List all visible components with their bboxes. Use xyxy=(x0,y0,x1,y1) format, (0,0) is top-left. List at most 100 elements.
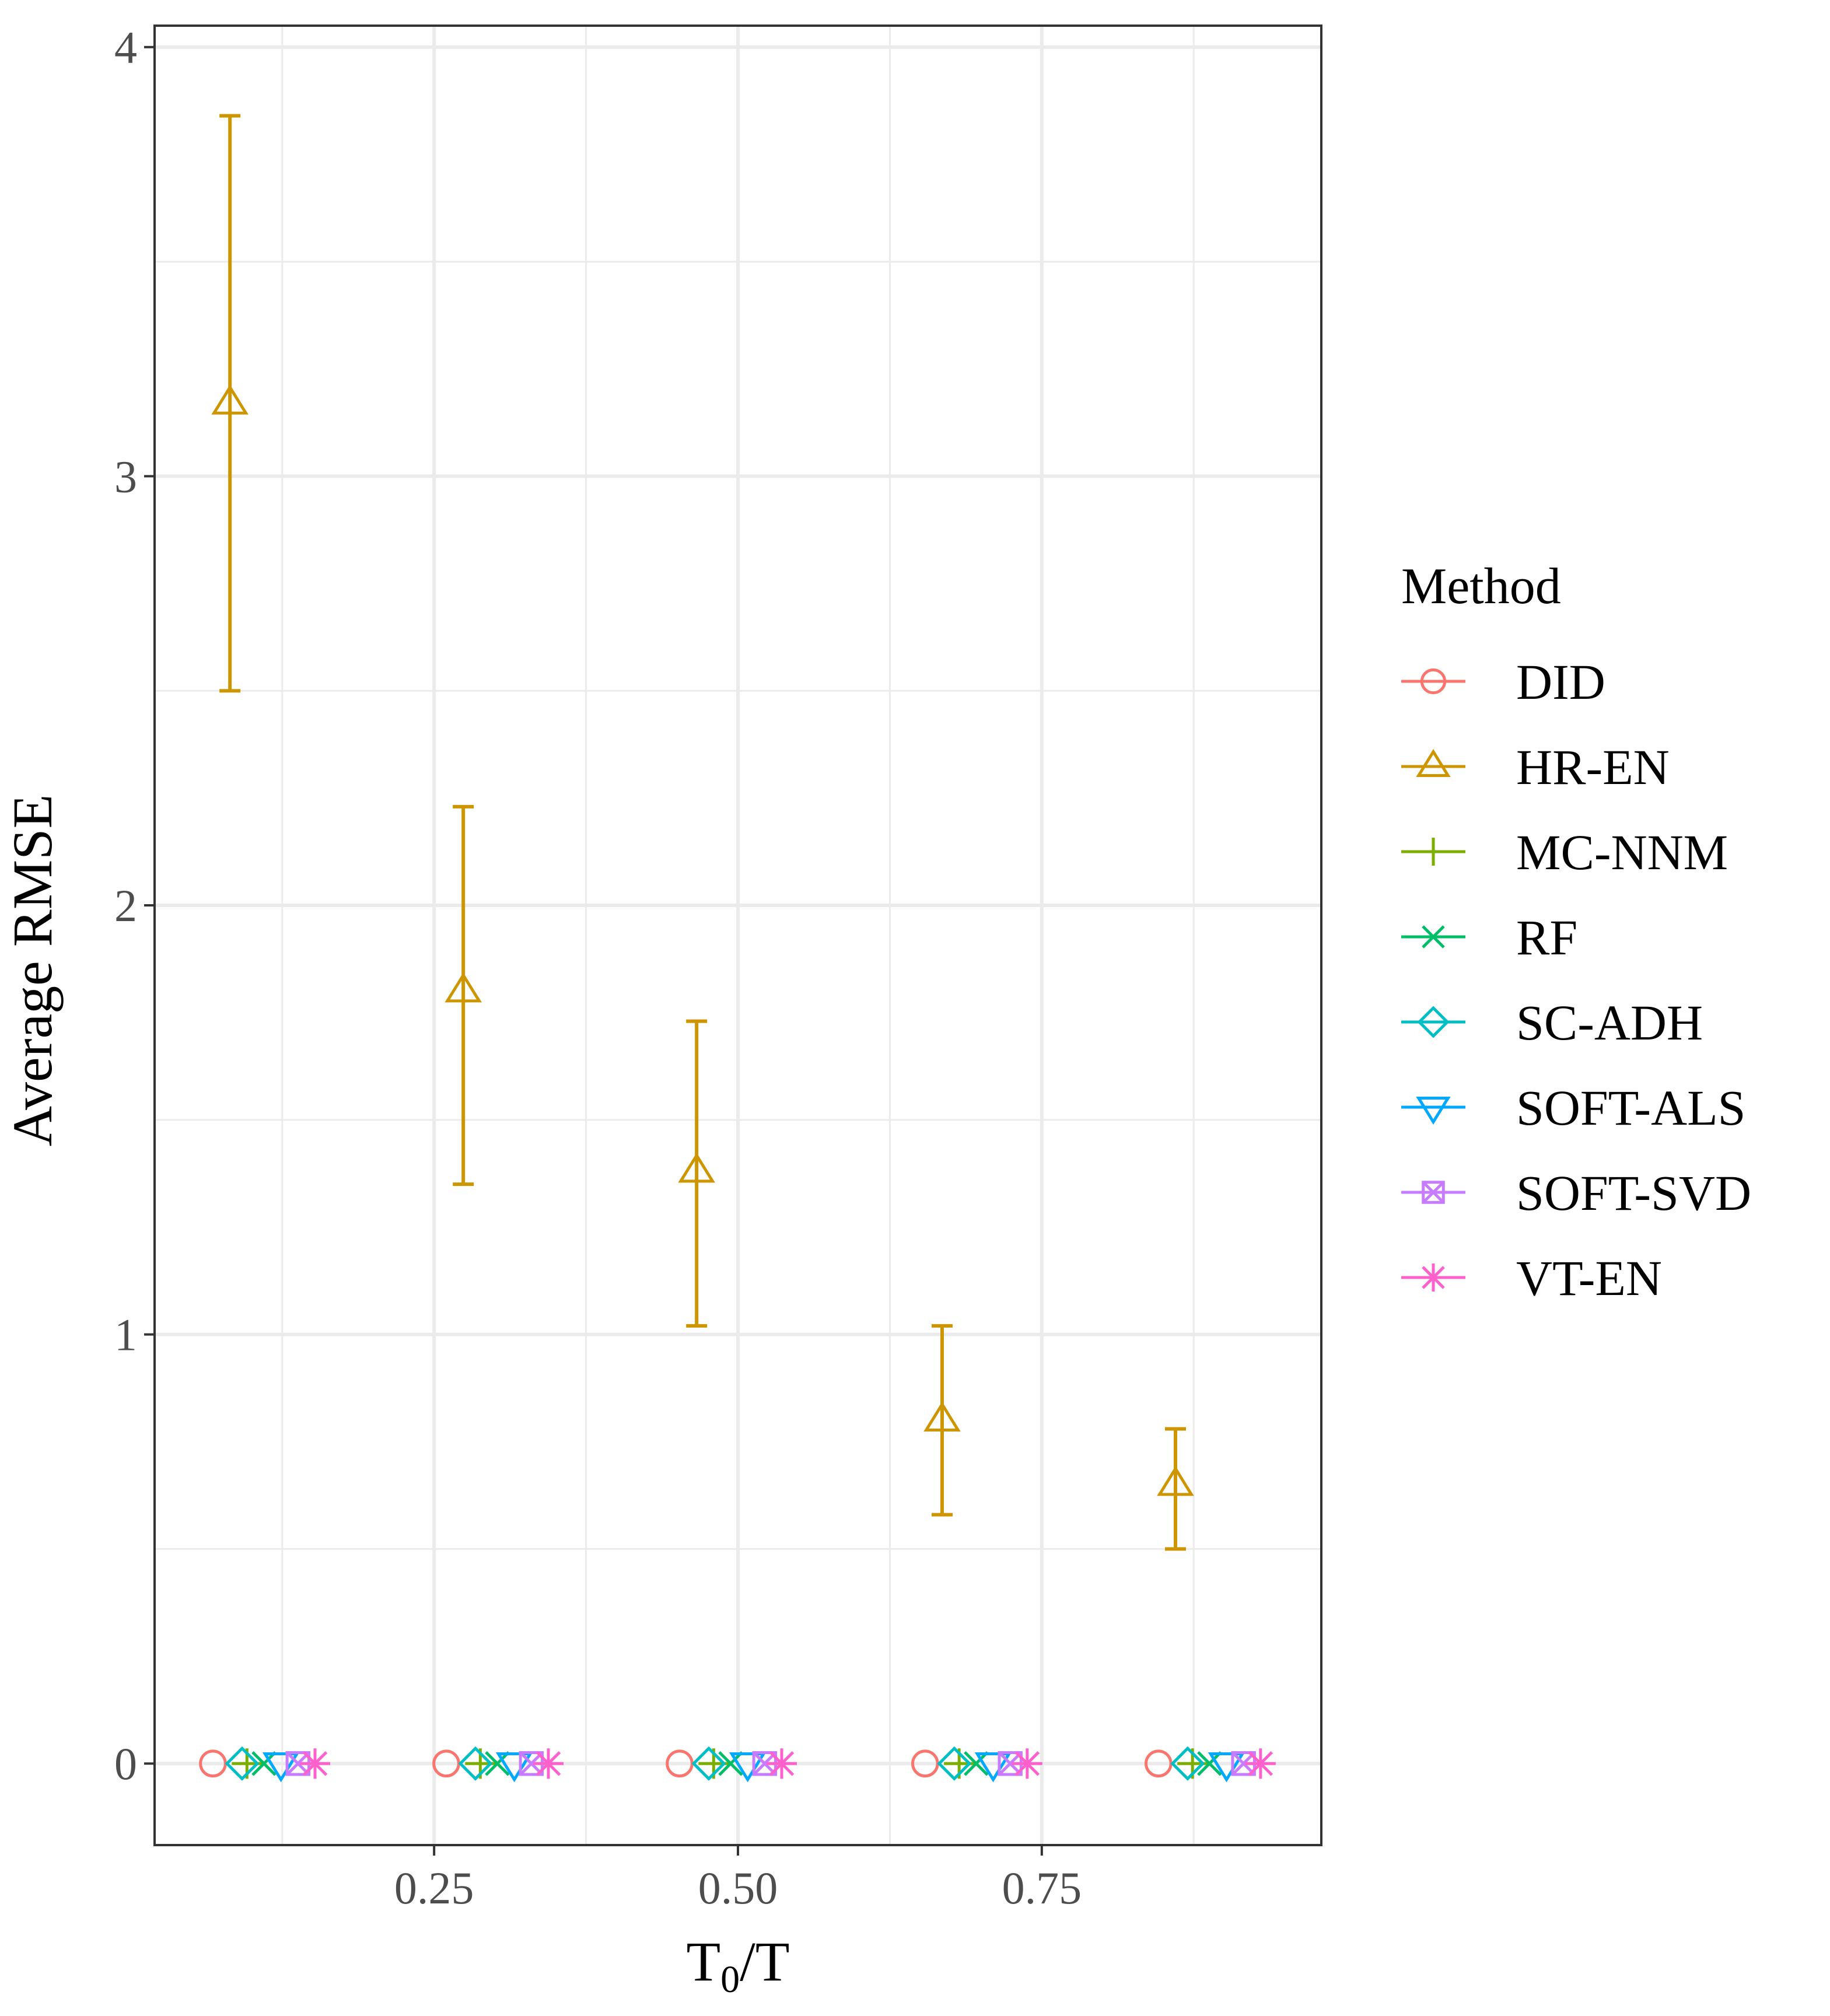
asterisk-b xyxy=(302,1751,328,1776)
legend-key-marker xyxy=(1419,1264,1447,1292)
cross-marker-b xyxy=(718,1751,743,1776)
cross-marker-b xyxy=(1197,1751,1222,1776)
plot-marks xyxy=(199,114,1276,1783)
triangle-down-marker xyxy=(495,1752,533,1783)
triangle-down-marker xyxy=(1416,1096,1451,1125)
data-point xyxy=(974,1752,1012,1783)
axis-ticks xyxy=(144,46,1043,1856)
square-cross-b xyxy=(753,1751,777,1776)
legend-label: VT-EN xyxy=(1516,1250,1662,1306)
circle-marker xyxy=(1420,668,1447,695)
asterisk-b xyxy=(1014,1751,1040,1776)
triangle-down-marker xyxy=(729,1752,767,1783)
square-marker xyxy=(1422,1181,1445,1204)
series-soft-als xyxy=(262,1752,1245,1783)
legend-title: Method xyxy=(1401,558,1561,615)
series-hr-en xyxy=(211,114,1194,1551)
data-point xyxy=(225,1746,260,1781)
legend-key-marker xyxy=(1420,668,1447,695)
data-point xyxy=(964,1751,989,1776)
asterisk-b xyxy=(1422,1266,1445,1289)
asterisk-b xyxy=(1248,1751,1273,1776)
data-point xyxy=(1231,1751,1256,1776)
data-point xyxy=(533,1748,564,1779)
legend-item-sc-adh: SC-ADH xyxy=(1401,995,1703,1051)
legend-item-rf: RF xyxy=(1401,909,1577,965)
legend-key-marker xyxy=(1422,925,1445,949)
series-vt-en xyxy=(300,1748,1276,1779)
legend-label: HR-EN xyxy=(1516,739,1670,795)
triangle-down-marker xyxy=(262,1752,300,1783)
cross-marker-b xyxy=(251,1751,277,1776)
x-axis-title-main: T xyxy=(687,1930,721,1993)
diamond-marker xyxy=(458,1746,493,1781)
y-tick-label: 4 xyxy=(114,22,137,73)
data-point xyxy=(937,1746,972,1781)
x-axis-title-sub: 0 xyxy=(720,1958,740,2001)
legend-label: SOFT-ALS xyxy=(1516,1080,1746,1136)
y-axis-title: Average RMSE xyxy=(1,794,64,1146)
square-cross-b xyxy=(286,1751,310,1776)
legend-item-mc-nnm: MC-NNM xyxy=(1401,824,1728,880)
data-point xyxy=(1197,1751,1222,1776)
legend-item-hr-en: HR-EN xyxy=(1401,739,1670,795)
triangle-marker xyxy=(678,1152,715,1183)
y-tick-label: 3 xyxy=(114,451,137,502)
square-cross-b xyxy=(1231,1751,1256,1776)
legend: Method DID HR-EN MC-NNM RF SC-ADH SOFT-ALS SOF… xyxy=(1401,558,1751,1306)
diamond-marker xyxy=(1170,1746,1205,1781)
x-tick-label: 0.25 xyxy=(394,1863,474,1913)
data-point xyxy=(729,1752,767,1783)
data-point xyxy=(495,1752,533,1783)
grid-major xyxy=(155,26,1321,1845)
data-point xyxy=(211,384,249,415)
data-point xyxy=(458,1746,493,1781)
data-point xyxy=(678,1152,715,1183)
triangle-marker xyxy=(923,1401,961,1432)
triangle-down-marker xyxy=(974,1752,1012,1783)
diamond-marker xyxy=(937,1746,972,1781)
triangle-marker xyxy=(1416,748,1451,778)
diamond-marker xyxy=(1417,1006,1450,1038)
triangle-marker xyxy=(211,384,249,415)
asterisk-b xyxy=(536,1751,561,1776)
legend-item-vt-en: VT-EN xyxy=(1401,1250,1662,1306)
square-cross-b xyxy=(998,1751,1023,1776)
data-point xyxy=(1157,1465,1194,1496)
x-axis-title: T0/T xyxy=(687,1930,790,2001)
legend-label: RF xyxy=(1516,909,1577,965)
data-point xyxy=(1170,1746,1205,1781)
data-point xyxy=(767,1748,797,1779)
y-tick-label: 1 xyxy=(114,1310,137,1360)
y-tick-label: 2 xyxy=(114,880,137,931)
legend-item-soft-als: SOFT-ALS xyxy=(1401,1080,1746,1136)
data-point xyxy=(691,1746,726,1781)
triangle-down-marker xyxy=(1208,1752,1245,1783)
cross-marker-b xyxy=(964,1751,989,1776)
legend-item-did: DID xyxy=(1401,654,1605,710)
data-point xyxy=(300,1748,330,1779)
legend-key-marker xyxy=(1419,838,1447,866)
legend-key-marker xyxy=(1417,1006,1450,1038)
series-rf xyxy=(251,1751,1222,1776)
data-point xyxy=(262,1752,300,1783)
legend-key-marker xyxy=(1416,1096,1451,1125)
legend-label: SOFT-SVD xyxy=(1516,1165,1751,1221)
legend-label: MC-NNM xyxy=(1516,824,1728,880)
diamond-marker xyxy=(691,1746,726,1781)
square-cross-b xyxy=(519,1751,544,1776)
data-point xyxy=(251,1751,277,1776)
data-point xyxy=(445,972,482,1003)
legend-key-marker xyxy=(1422,1181,1445,1204)
cross-marker-b xyxy=(485,1751,510,1776)
legend-key-marker xyxy=(1416,748,1451,778)
data-point xyxy=(718,1751,743,1776)
x-tick-label: 0.50 xyxy=(698,1863,778,1913)
diamond-marker xyxy=(225,1746,260,1781)
triangle-marker xyxy=(1157,1465,1194,1496)
data-point xyxy=(1245,1748,1276,1779)
legend-label: DID xyxy=(1516,654,1605,710)
square-cross-b xyxy=(1422,1181,1445,1204)
data-point xyxy=(1012,1748,1042,1779)
